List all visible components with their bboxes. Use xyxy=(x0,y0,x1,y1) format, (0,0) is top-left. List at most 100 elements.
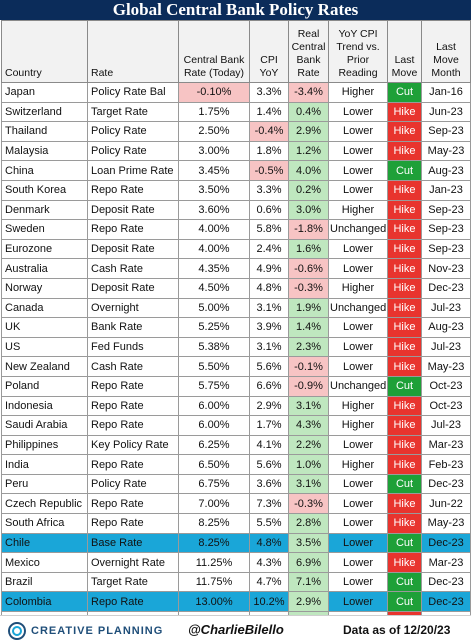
table-row: Thailand Policy Rate 2.50% -0.4% 2.9% Lower Hi… xyxy=(1,121,471,142)
country-cell: Malaysia xyxy=(1,140,88,162)
last-move-month-cell: Aug-23 xyxy=(421,317,471,338)
country-cell: Thailand xyxy=(1,121,88,142)
real-rate-cell: 3.1% xyxy=(288,395,329,417)
last-move-cell: Cut xyxy=(387,375,422,397)
table-row: Mexico Overnight Rate 11.25% 4.3% 6.9% Lower H… xyxy=(1,552,471,573)
table-row: Poland Repo Rate 5.75% 6.6% -0.9% Unchanged Cu… xyxy=(1,375,471,397)
cpi-trend-cell: Lower xyxy=(328,101,388,123)
last-move-cell: Hike xyxy=(387,552,422,573)
last-move-month-cell: Dec-23 xyxy=(421,591,471,613)
rate-type-cell: Repo Rate xyxy=(87,513,179,534)
last-move-month-cell: Dec-23 xyxy=(421,571,471,593)
table-row: India Repo Rate 6.50% 5.6% 1.0% Higher Hike Feb… xyxy=(1,454,471,475)
last-move-month-cell: Jun-23 xyxy=(421,101,471,123)
last-move-cell: Hike xyxy=(387,454,422,475)
country-cell: Indonesia xyxy=(1,395,88,417)
real-rate-cell: -0.3% xyxy=(288,493,329,515)
cpi-yoy-cell: 5.6% xyxy=(249,356,289,377)
rate-type-cell: Cash Rate xyxy=(87,258,179,279)
rate-type-cell: Policy Rate xyxy=(87,473,179,495)
rate-type-cell: Repo Rate xyxy=(87,415,179,436)
rate-type-cell: Repo Rate xyxy=(87,454,179,475)
cpi-trend-cell: Unchanged xyxy=(328,375,388,397)
country-cell: Chile xyxy=(1,532,88,554)
central-bank-rate-cell: 4.50% xyxy=(178,277,250,299)
last-move-cell: Hike xyxy=(387,356,422,377)
central-bank-rate-cell: 1.75% xyxy=(178,101,250,123)
country-cell: Peru xyxy=(1,473,88,495)
central-bank-rate-cell: 2.50% xyxy=(178,121,250,142)
cpi-trend-cell: Lower xyxy=(328,140,388,162)
last-move-cell: Hike xyxy=(387,395,422,417)
cpi-yoy-cell: 7.3% xyxy=(249,493,289,515)
cpi-yoy-cell: 2.4% xyxy=(249,238,289,260)
cpi-yoy-cell: 3.9% xyxy=(249,317,289,338)
policy-rates-table: Country Rate Central Bank Rate (Today) CPI … xyxy=(1,20,471,643)
country-cell: Sweden xyxy=(1,219,88,240)
cpi-yoy-cell: 5.5% xyxy=(249,513,289,534)
cpi-trend-header: YoY CPI Trend vs. Prior Reading xyxy=(328,20,388,83)
real-rate-cell: 1.6% xyxy=(288,238,329,260)
last-move-month-cell: Jun-22 xyxy=(421,493,471,515)
cpi-trend-cell: Lower xyxy=(328,317,388,338)
page-title: Global Central Bank Policy Rates xyxy=(0,0,471,20)
real-rate-cell: 2.9% xyxy=(288,121,329,142)
cpi-trend-cell: Higher xyxy=(328,395,388,417)
country-cell: Czech Republic xyxy=(1,493,88,515)
table-row: Denmark Deposit Rate 3.60% 0.6% 3.0% Higher Hi… xyxy=(1,199,471,221)
country-cell: Canada xyxy=(1,297,88,319)
cpi-yoy-cell: 10.2% xyxy=(249,591,289,613)
last-move-cell: Hike xyxy=(387,121,422,142)
central-bank-rate-cell: 5.38% xyxy=(178,336,250,358)
table-row: Brazil Target Rate 11.75% 4.7% 7.1% Lower Cut D… xyxy=(1,571,471,593)
country-cell: New Zealand xyxy=(1,356,88,377)
cpi-trend-cell: Lower xyxy=(328,336,388,358)
real-rate-cell: 6.9% xyxy=(288,552,329,573)
table-header-row: Country Rate Central Bank Rate (Today) CPI … xyxy=(1,20,471,83)
real-rate-cell: 2.2% xyxy=(288,434,329,456)
cpi-trend-cell: Lower xyxy=(328,552,388,573)
rate-type-cell: Key Policy Rate xyxy=(87,434,179,456)
country-cell: Denmark xyxy=(1,199,88,221)
table-row: Norway Deposit Rate 4.50% 4.8% -0.3% Higher Hi… xyxy=(1,277,471,299)
last-move-month-cell: Jul-23 xyxy=(421,297,471,319)
central-bank-rate-cell: 5.00% xyxy=(178,297,250,319)
cpi-trend-cell: Higher xyxy=(328,415,388,436)
real-rate-cell: 0.4% xyxy=(288,101,329,123)
last-move-cell: Hike xyxy=(387,513,422,534)
central-bank-rate-cell: -0.10% xyxy=(178,82,250,103)
table-row: South Korea Repo Rate 3.50% 3.3% 0.2% Lower Hi… xyxy=(1,179,471,201)
cpi-trend-cell: Lower xyxy=(328,238,388,260)
last-move-month-cell: Mar-23 xyxy=(421,434,471,456)
country-cell: Australia xyxy=(1,258,88,279)
rate-type-cell: Repo Rate xyxy=(87,375,179,397)
country-cell: US xyxy=(1,336,88,358)
footer: CREATIVE PLANNING @CharlieBilello Data a… xyxy=(0,615,471,643)
central-bank-rate-cell: 4.00% xyxy=(178,238,250,260)
real-rate-cell: -0.6% xyxy=(288,258,329,279)
rate-type-cell: Repo Rate xyxy=(87,219,179,240)
country-cell: Norway xyxy=(1,277,88,299)
country-cell: Philippines xyxy=(1,434,88,456)
cpi-trend-cell: Unchanged xyxy=(328,297,388,319)
last-move-cell: Hike xyxy=(387,140,422,162)
real-rate-cell: 1.4% xyxy=(288,317,329,338)
cpi-trend-cell: Higher xyxy=(328,82,388,103)
last-move-month-cell: Oct-23 xyxy=(421,395,471,417)
cpi-yoy-cell: 4.3% xyxy=(249,552,289,573)
cpi-yoy-cell: 1.4% xyxy=(249,101,289,123)
table-row: Saudi Arabia Repo Rate 6.00% 1.7% 4.3% Higher… xyxy=(1,415,471,436)
rate-type-cell: Deposit Rate xyxy=(87,277,179,299)
last-move-cell: Hike xyxy=(387,179,422,201)
last-move-cell: Hike xyxy=(387,277,422,299)
last-move-cell: Hike xyxy=(387,297,422,319)
cpi-trend-cell: Lower xyxy=(328,160,388,181)
last-move-cell: Cut xyxy=(387,532,422,554)
table-row: Peru Policy Rate 6.75% 3.6% 3.1% Lower Cut Dec-… xyxy=(1,473,471,495)
last-move-cell: Cut xyxy=(387,82,422,103)
country-cell: Saudi Arabia xyxy=(1,415,88,436)
cpi-yoy-cell: -0.5% xyxy=(249,160,289,181)
last-move-cell: Hike xyxy=(387,101,422,123)
real-rate-cell: 0.2% xyxy=(288,179,329,201)
table-row: Australia Cash Rate 4.35% 4.9% -0.6% Lower Hik… xyxy=(1,258,471,279)
